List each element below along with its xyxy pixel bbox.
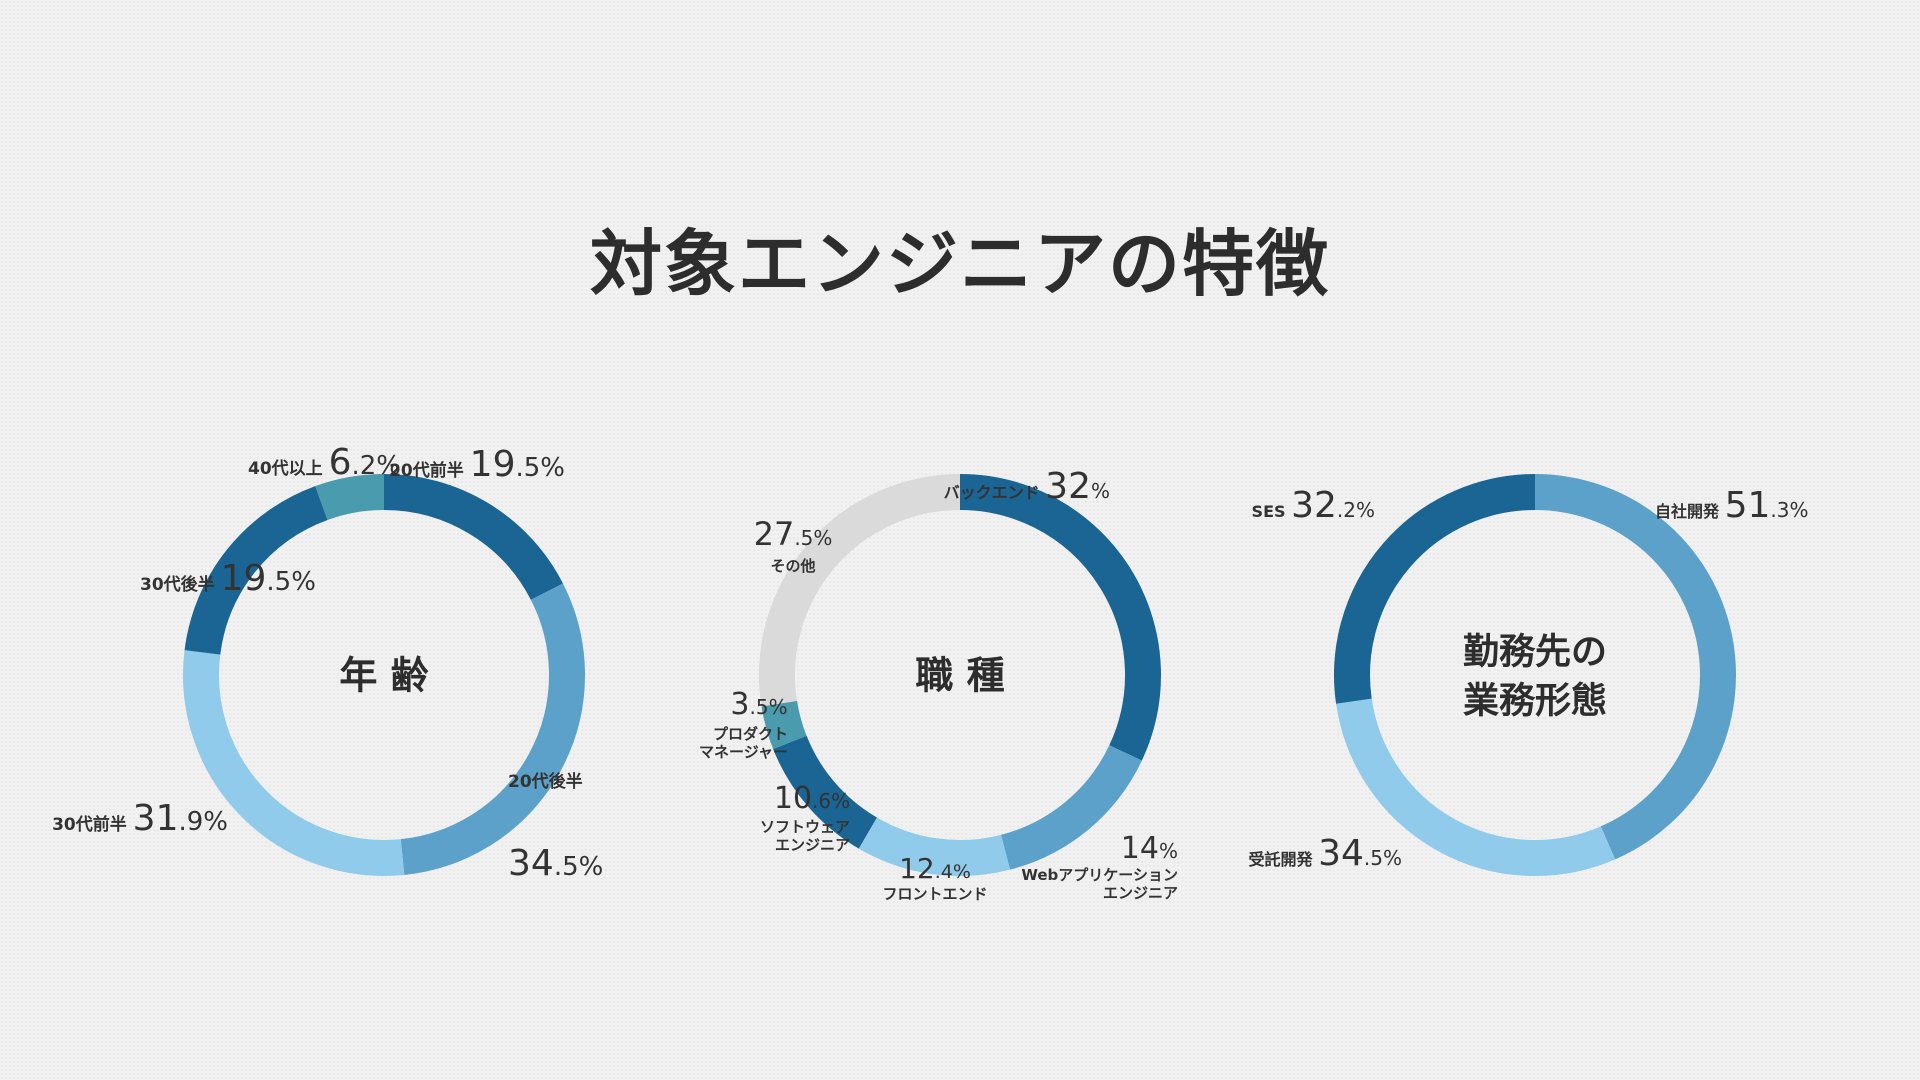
donut-segment-1-1 xyxy=(383,474,563,601)
donut-segment-2-6 xyxy=(759,474,961,707)
slice-label: 自社開発 51.3% xyxy=(1655,485,1808,526)
slice-value: 14% xyxy=(1121,831,1178,866)
donut-segment-2-5 xyxy=(761,700,807,749)
donut-segment-1-4 xyxy=(184,486,328,655)
slice-name: 受託開発 xyxy=(1249,850,1319,869)
slice-value-int: 19 xyxy=(221,558,267,599)
slice-value-dec: .9% xyxy=(178,807,228,837)
slice-name: エンジニア xyxy=(775,836,850,854)
slice-label-text: 受託開発 34.5% xyxy=(1249,833,1402,874)
donut-segment-1-5 xyxy=(315,474,385,521)
donut-segment-2-1 xyxy=(959,474,1161,761)
slice-value: 10.6% xyxy=(774,781,850,816)
slice-label: 30代後半 19.5% xyxy=(140,558,316,599)
slice-value-dec: .5% xyxy=(1364,846,1402,870)
slice-label: SES 32.2% xyxy=(1252,485,1375,526)
slice-value-dec: .5% xyxy=(266,567,316,597)
slice-name: ソフトウェア xyxy=(760,818,850,836)
slice-value-int: 32 xyxy=(1291,485,1337,526)
slice-name: バックエンド xyxy=(944,483,1046,502)
slice-value-dec: .3% xyxy=(1770,498,1808,522)
donut-segment-2-4 xyxy=(773,735,878,849)
slice-label-text: 40代以上 6.2% xyxy=(248,442,401,483)
slice-name: 30代前半 xyxy=(52,814,133,835)
slice-value-dec: .5% xyxy=(515,453,565,483)
slice-name: その他 xyxy=(770,557,815,575)
slice-label: バックエンド 32% xyxy=(944,466,1110,507)
slice-name: 自社開発 xyxy=(1655,502,1725,521)
slice-label: 40代以上 6.2% xyxy=(248,442,401,483)
slice-name: フロントエンド xyxy=(882,885,987,903)
slice-name: 20代後半 xyxy=(508,771,583,792)
slice-label: 27.5% その他 xyxy=(754,515,833,575)
slice-name: エンジニア xyxy=(1103,884,1178,902)
slice-value-int: 51 xyxy=(1725,485,1771,526)
chart-center-title: 職 種 xyxy=(915,654,1004,698)
slice-value-int: 34 xyxy=(1318,833,1364,874)
chart-center-title: 勤務先の xyxy=(1463,632,1607,673)
donut-segment-1-2 xyxy=(400,583,585,875)
slice-name: 40代以上 xyxy=(248,458,329,479)
slice-label: 20代前半 19.5% xyxy=(389,444,565,485)
donut-segment-3-2 xyxy=(1336,698,1616,876)
slice-name: 20代前半 xyxy=(389,460,470,481)
chart-center-title: 年 齢 xyxy=(339,654,428,698)
donut-segment-1-3 xyxy=(183,650,405,876)
chart-center-title: 業務形態 xyxy=(1463,680,1607,721)
slice-value-dec: .2% xyxy=(1337,498,1375,522)
slice-value: 27.5% xyxy=(754,515,833,553)
slice-value: 3.5% xyxy=(730,687,787,722)
slice-value-dec: .2% xyxy=(351,451,401,481)
slice-label-text: 20代前半 19.5% xyxy=(389,444,565,485)
slice-label: 12.4%フロントエンド xyxy=(882,852,987,903)
slice-label: 30代前半 31.9% xyxy=(52,798,228,839)
slice-value: 12.4% xyxy=(899,852,971,885)
slice-label-text: 30代後半 19.5% xyxy=(140,558,316,599)
slice-value-int: 31 xyxy=(133,798,179,839)
slice-name: プロダクト xyxy=(713,725,788,743)
slice-value: 34.5% xyxy=(508,843,603,884)
slice-value-int: 6 xyxy=(329,442,352,483)
slice-name: Webアプリケーション xyxy=(1021,866,1178,884)
page-title: 対象エンジニアの特徴 xyxy=(589,222,1330,306)
slice-label: 20代後半 34.5% xyxy=(508,771,603,884)
slice-name: 30代後半 xyxy=(140,574,221,595)
slice-value-dec: % xyxy=(1091,479,1110,503)
donut-segment-2-2 xyxy=(1000,744,1142,870)
slice-name: SES xyxy=(1252,502,1292,521)
slice-label-text: 30代前半 31.9% xyxy=(52,798,228,839)
slice-value-int: 32 xyxy=(1045,466,1091,507)
slice-name: マネージャー xyxy=(699,743,788,761)
donut-segment-2-3 xyxy=(858,817,1010,876)
slice-label-text: 自社開発 51.3% xyxy=(1655,485,1808,526)
slice-label-text: バックエンド 32% xyxy=(944,466,1110,507)
slice-label: 受託開発 34.5% xyxy=(1249,833,1402,874)
slice-label-text: SES 32.2% xyxy=(1252,485,1375,526)
donut-segment-3-1 xyxy=(1534,474,1736,860)
slice-value-int: 19 xyxy=(470,444,516,485)
donut-segment-3-3 xyxy=(1334,474,1536,704)
